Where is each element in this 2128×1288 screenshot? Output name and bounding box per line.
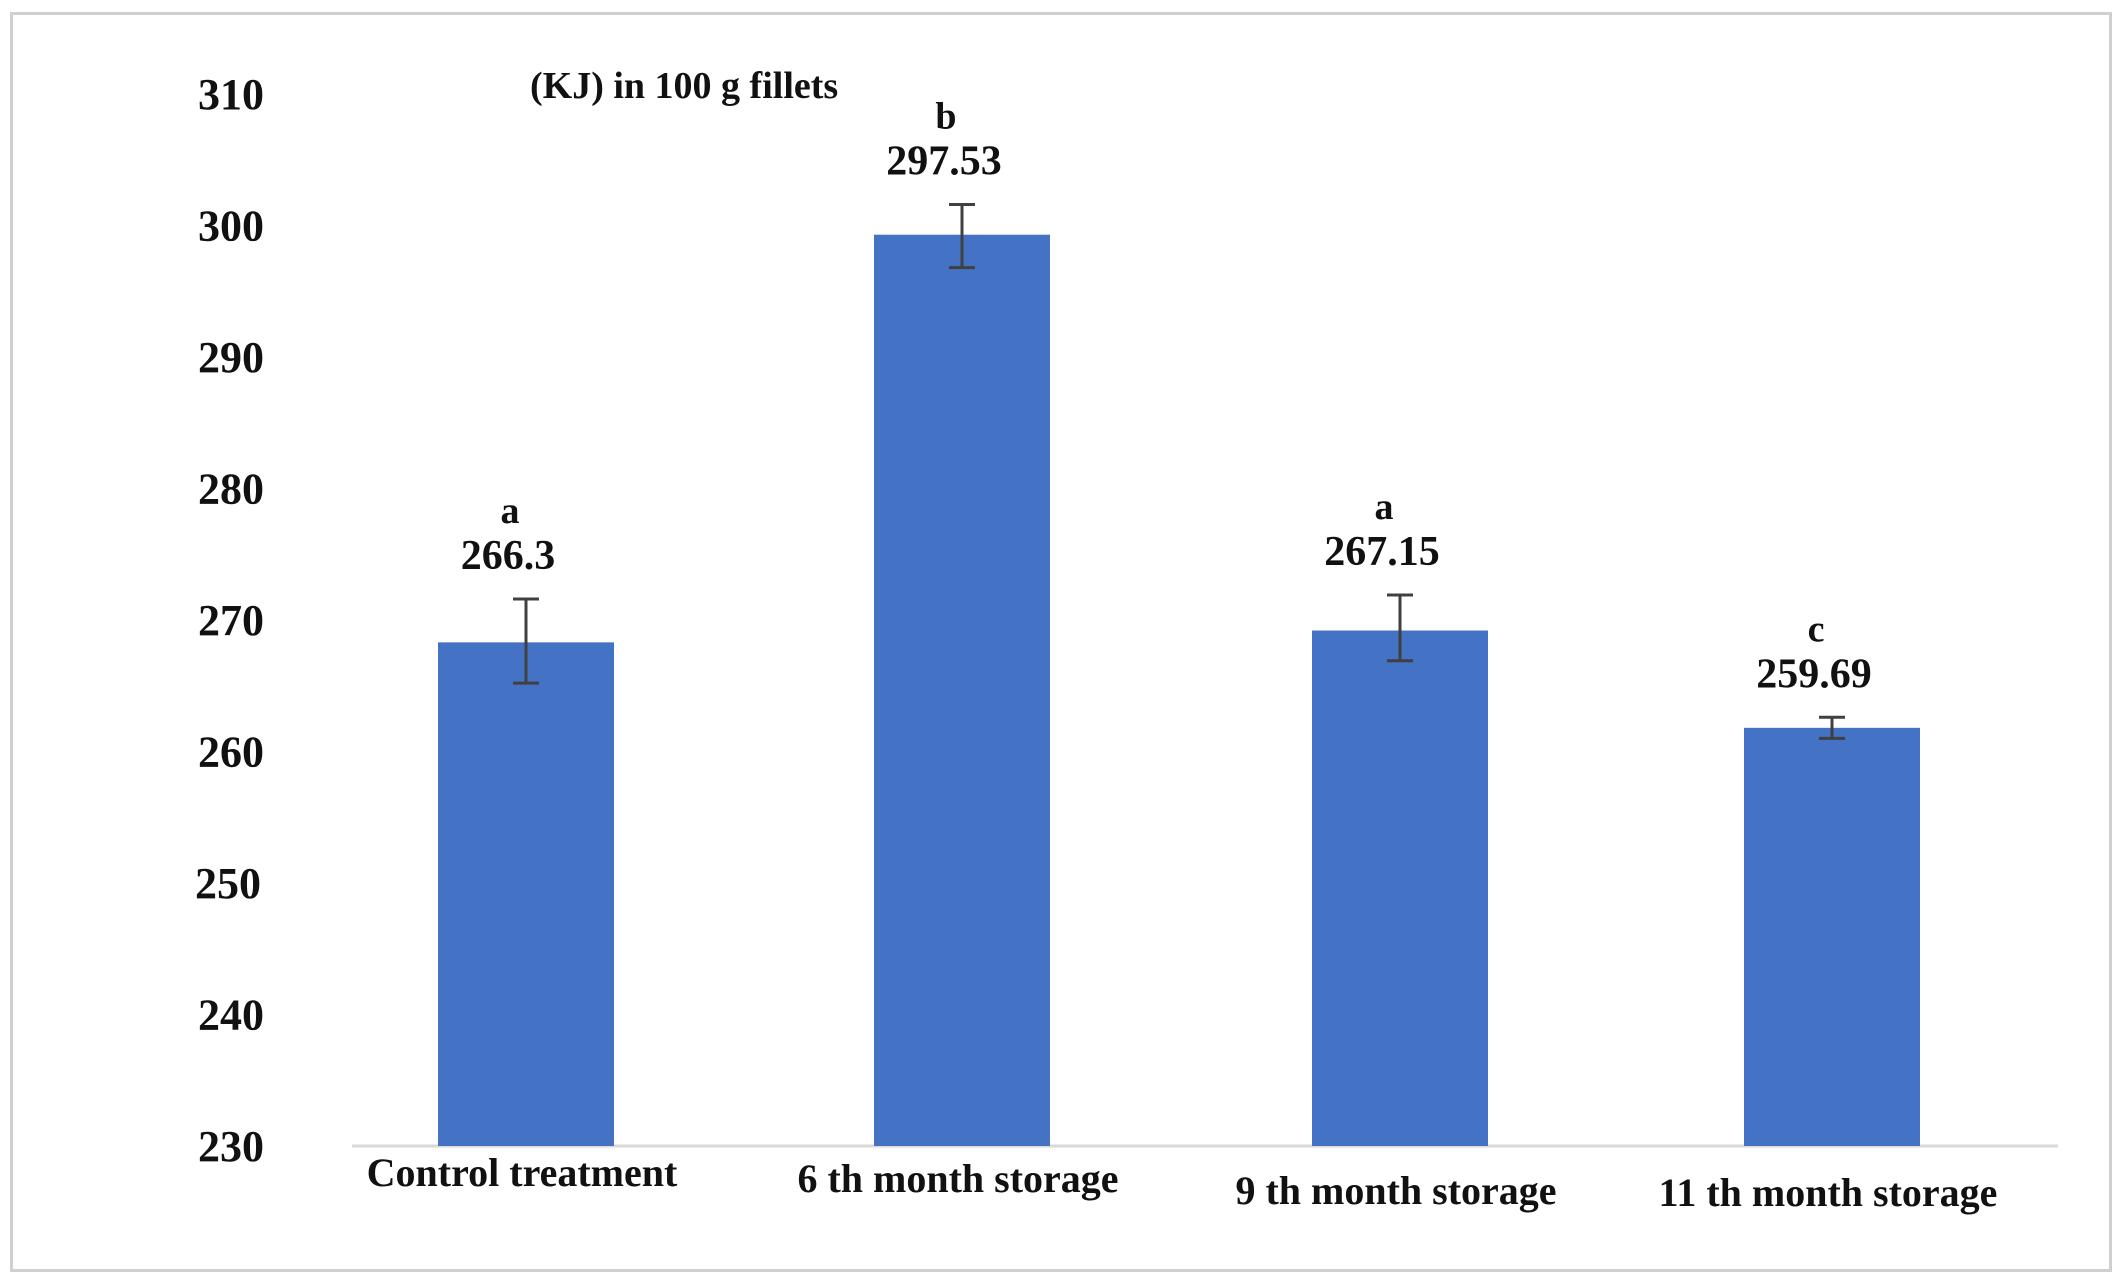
chart-title: (KJ) in 100 g fillets [530, 65, 838, 107]
error-bar [949, 202, 975, 270]
category-label: 9 th month storage [1235, 1168, 1556, 1213]
y-tick-label: 230 [198, 1122, 264, 1171]
category-label: 6 th month storage [797, 1156, 1118, 1201]
y-tick-label: 300 [198, 202, 264, 251]
significance-letter: a [501, 490, 520, 532]
category-labels: Control treatment 6 th month storage 9 th … [367, 1150, 1998, 1215]
y-tick-label: 260 [198, 728, 264, 777]
bar [1312, 630, 1488, 1146]
bars [438, 234, 1920, 1146]
y-tick-label: 240 [198, 991, 264, 1040]
error-bars [513, 202, 1845, 740]
value-label: 266.3 [461, 533, 556, 579]
bar [1744, 727, 1920, 1146]
bar [874, 234, 1050, 1146]
y-axis-ticks: 230 240 250 260 270 280 290 300 310 [195, 70, 264, 1171]
significance-letter: a [1375, 486, 1394, 528]
y-tick-label: 250 [195, 859, 261, 908]
error-bar [513, 597, 539, 685]
y-tick-label: 280 [198, 465, 264, 514]
y-tick-label: 290 [198, 333, 264, 382]
significance-letter: c [1808, 608, 1825, 650]
value-label: 297.53 [886, 138, 1002, 184]
y-tick-label: 270 [198, 596, 264, 645]
y-tick-label: 310 [198, 70, 264, 119]
value-label: 267.15 [1324, 529, 1440, 575]
category-label: 11 th month storage [1659, 1170, 1998, 1215]
significance-letter: b [935, 95, 956, 137]
bar [438, 642, 614, 1146]
error-bar [1387, 593, 1413, 663]
error-bar [1819, 715, 1845, 740]
value-label: 259.69 [1756, 651, 1872, 697]
category-label: Control treatment [367, 1150, 678, 1195]
